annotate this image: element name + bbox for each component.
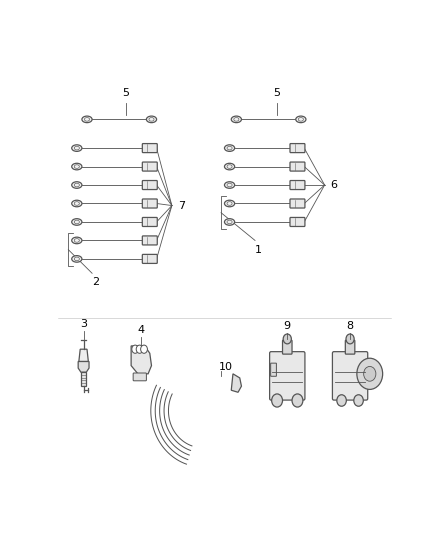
Text: 5: 5 xyxy=(123,88,130,98)
FancyBboxPatch shape xyxy=(81,372,86,386)
FancyBboxPatch shape xyxy=(271,363,276,376)
Text: 6: 6 xyxy=(331,180,338,190)
Circle shape xyxy=(272,394,283,407)
Ellipse shape xyxy=(72,256,82,262)
Ellipse shape xyxy=(72,163,82,170)
Text: 2: 2 xyxy=(92,277,99,287)
FancyBboxPatch shape xyxy=(142,143,157,152)
Ellipse shape xyxy=(224,219,235,225)
Circle shape xyxy=(136,345,143,353)
FancyBboxPatch shape xyxy=(142,254,157,263)
Circle shape xyxy=(292,394,303,407)
Ellipse shape xyxy=(224,163,235,170)
Text: 3: 3 xyxy=(80,319,87,329)
Circle shape xyxy=(357,358,383,390)
FancyBboxPatch shape xyxy=(290,217,305,227)
Circle shape xyxy=(132,345,138,353)
Ellipse shape xyxy=(296,116,306,123)
Circle shape xyxy=(141,345,148,353)
Polygon shape xyxy=(79,349,88,361)
FancyBboxPatch shape xyxy=(142,217,157,227)
FancyBboxPatch shape xyxy=(290,199,305,208)
Ellipse shape xyxy=(224,145,235,151)
FancyBboxPatch shape xyxy=(142,236,157,245)
Circle shape xyxy=(354,395,363,406)
FancyBboxPatch shape xyxy=(290,162,305,171)
Ellipse shape xyxy=(224,182,235,188)
Text: 9: 9 xyxy=(284,321,291,330)
Ellipse shape xyxy=(72,182,82,188)
Circle shape xyxy=(346,334,354,344)
FancyBboxPatch shape xyxy=(332,352,368,400)
FancyBboxPatch shape xyxy=(142,162,157,171)
Circle shape xyxy=(337,395,346,406)
Circle shape xyxy=(364,366,376,381)
FancyBboxPatch shape xyxy=(142,199,157,208)
Polygon shape xyxy=(131,346,152,374)
FancyBboxPatch shape xyxy=(283,340,292,354)
Text: 10: 10 xyxy=(219,362,233,372)
FancyBboxPatch shape xyxy=(290,181,305,190)
Ellipse shape xyxy=(146,116,156,123)
FancyBboxPatch shape xyxy=(142,181,157,190)
FancyBboxPatch shape xyxy=(270,352,305,400)
Ellipse shape xyxy=(72,219,82,225)
Circle shape xyxy=(283,334,291,344)
Ellipse shape xyxy=(72,237,82,244)
Ellipse shape xyxy=(224,200,235,207)
Ellipse shape xyxy=(72,200,82,207)
Text: 7: 7 xyxy=(178,200,185,211)
Text: 1: 1 xyxy=(255,245,262,255)
Text: 8: 8 xyxy=(346,321,353,330)
FancyBboxPatch shape xyxy=(290,143,305,152)
Text: 5: 5 xyxy=(274,88,281,98)
Ellipse shape xyxy=(231,116,241,123)
Ellipse shape xyxy=(72,145,82,151)
FancyBboxPatch shape xyxy=(345,340,355,354)
FancyBboxPatch shape xyxy=(133,373,146,381)
Text: 4: 4 xyxy=(138,325,145,335)
Ellipse shape xyxy=(82,116,92,123)
Polygon shape xyxy=(231,374,241,392)
Polygon shape xyxy=(78,361,89,372)
